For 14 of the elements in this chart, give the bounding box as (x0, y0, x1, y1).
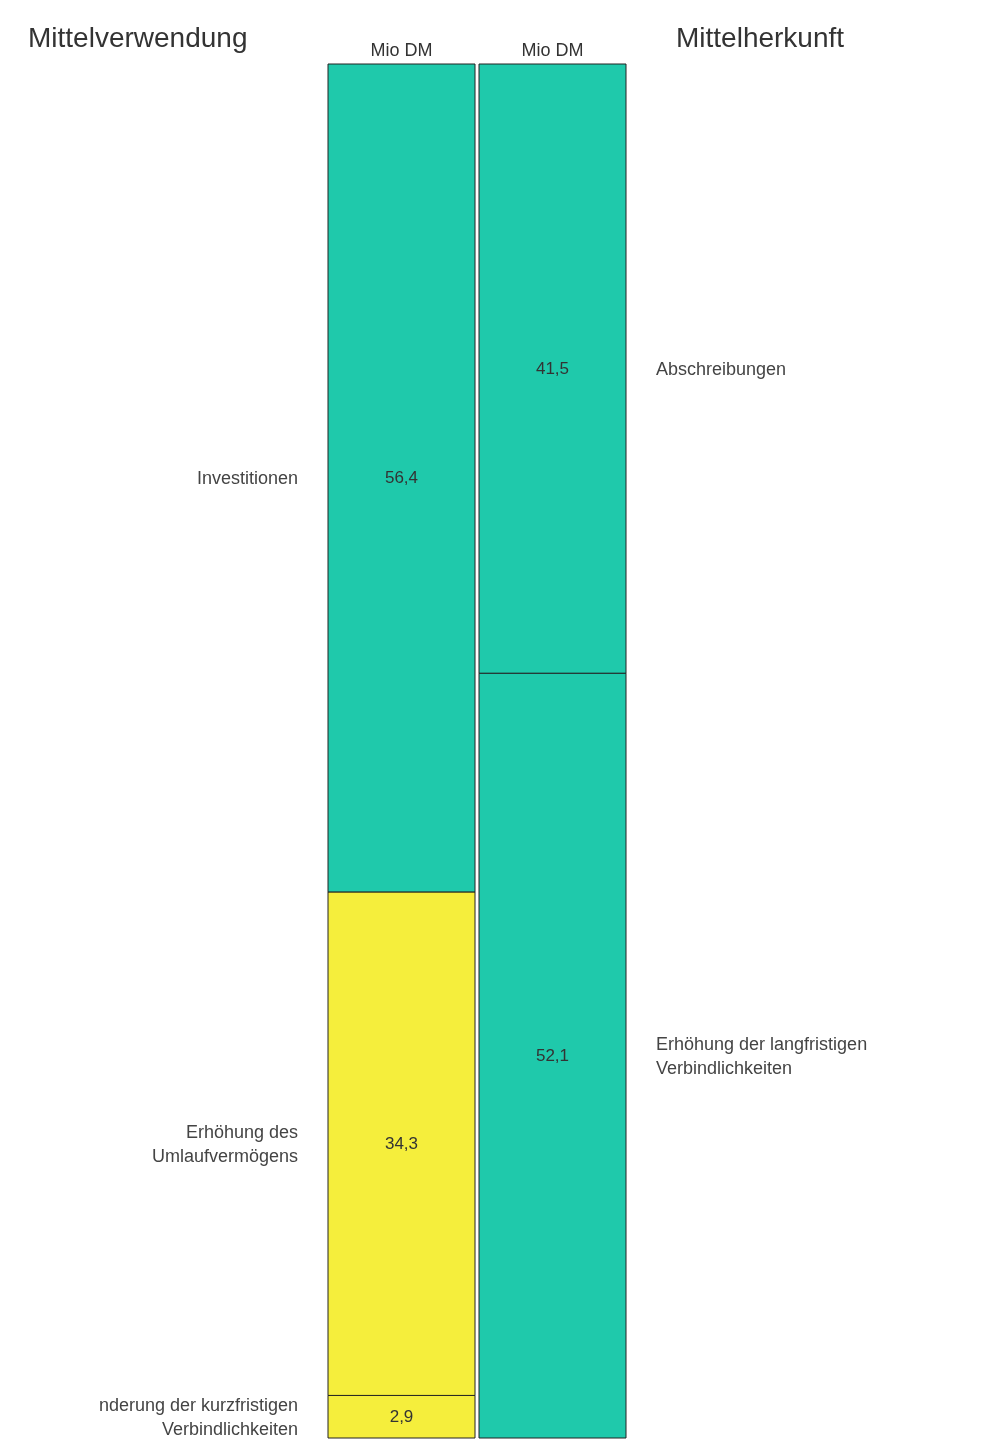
series-label: Investitionen (196, 467, 298, 488)
series-label: Erhöhung des Umlaufvermögens (151, 1121, 298, 1166)
data-label: 56,4 (384, 468, 419, 488)
series-label: Erhöhung der langfristigen Verbindlichkeiten (656, 1033, 868, 1078)
x-tick-label: Mio DM (370, 40, 433, 60)
data-label: 34,3 (384, 1134, 419, 1154)
series-label: Abschreibungen (656, 358, 787, 379)
series-label: nderung der kurzfristigen Verbindlichkeiten (98, 1394, 298, 1439)
data-label: 41,5 (535, 359, 570, 379)
x-tick-label: Mio DM (521, 40, 584, 60)
data-label: 52,1 (535, 1046, 570, 1066)
text: Mittelverwendung (28, 22, 248, 54)
text: Mittelherkunft (676, 22, 845, 54)
data-label: 2,9 (389, 1407, 414, 1427)
